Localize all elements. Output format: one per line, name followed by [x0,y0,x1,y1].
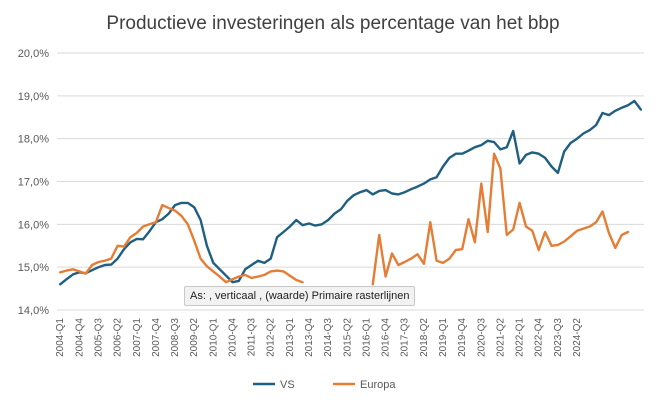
x-tick-label: 2012-Q2 [266,318,277,357]
x-tick-label: 2008-Q3 [170,318,181,357]
x-tick-label: 2016-Q1 [361,318,372,357]
series-line-europa[interactable] [59,152,630,286]
x-tick-label: 2010-Q4 [227,318,238,357]
x-tick-label: 2014-Q3 [323,318,334,357]
x-tick-label: 2004-Q1 [55,318,66,357]
x-tick-label: 2019-Q4 [457,318,468,357]
legend-label-vs: VS [280,379,295,391]
x-tick-label: 2007-Q4 [151,318,162,357]
x-tick-label: 2013-Q4 [304,318,315,357]
y-axis-ticks: 14,0% 15,0% 16,0% 17,0% 18,0% 19,0% 20,0% [18,48,49,317]
x-tick-label: 2019-Q1 [438,318,449,357]
chart-title: Productieve investeringen als percentage… [106,13,560,34]
y-tick-label: 14,0% [18,305,49,317]
y-tick-label: 19,0% [18,91,49,103]
x-tick-label: 2021-Q2 [495,318,506,357]
x-tick-label: 2011-Q3 [247,318,258,357]
x-tick-label: 2007-Q1 [132,318,143,357]
x-tick-label: 2015-Q2 [342,318,353,357]
x-tick-label: 2016-Q4 [381,318,392,357]
x-tick-label: 2006-Q2 [113,318,124,357]
y-tick-label: 20,0% [18,48,49,60]
series-lines [59,99,642,286]
legend-label-europa: Europa [360,379,396,391]
x-tick-label: 2018-Q2 [419,318,430,357]
y-tick-label: 18,0% [18,134,49,146]
legend: VS Europa [253,379,396,391]
x-tick-label: 2005-Q3 [93,318,104,357]
x-tick-label: 2023-Q3 [553,318,564,357]
y-tick-label: 17,0% [18,177,49,189]
axis-tooltip: As: , verticaal , (waarde) Primaire rast… [184,286,416,306]
x-tick-label: 2009-Q2 [189,318,200,357]
x-tick-label: 2013-Q1 [285,318,296,357]
x-tick-label: 2010-Q1 [208,318,219,357]
y-tick-label: 16,0% [18,219,49,231]
x-tick-label: 2022-Q4 [534,318,545,357]
x-axis-ticks: 2004-Q1 2004-Q4 2005-Q3 2006-Q2 2007-Q1 2007-… [55,318,583,357]
gridlines [57,52,644,311]
x-tick-label: 2024-Q2 [572,318,583,357]
y-tick-label: 15,0% [18,262,49,274]
x-tick-label: 2017-Q3 [400,318,411,357]
x-tick-label: 2004-Q4 [74,318,85,357]
x-tick-label: 2020-Q3 [476,318,487,357]
series-line-vs[interactable] [59,99,642,286]
x-tick-label: 2022-Q1 [515,318,526,357]
